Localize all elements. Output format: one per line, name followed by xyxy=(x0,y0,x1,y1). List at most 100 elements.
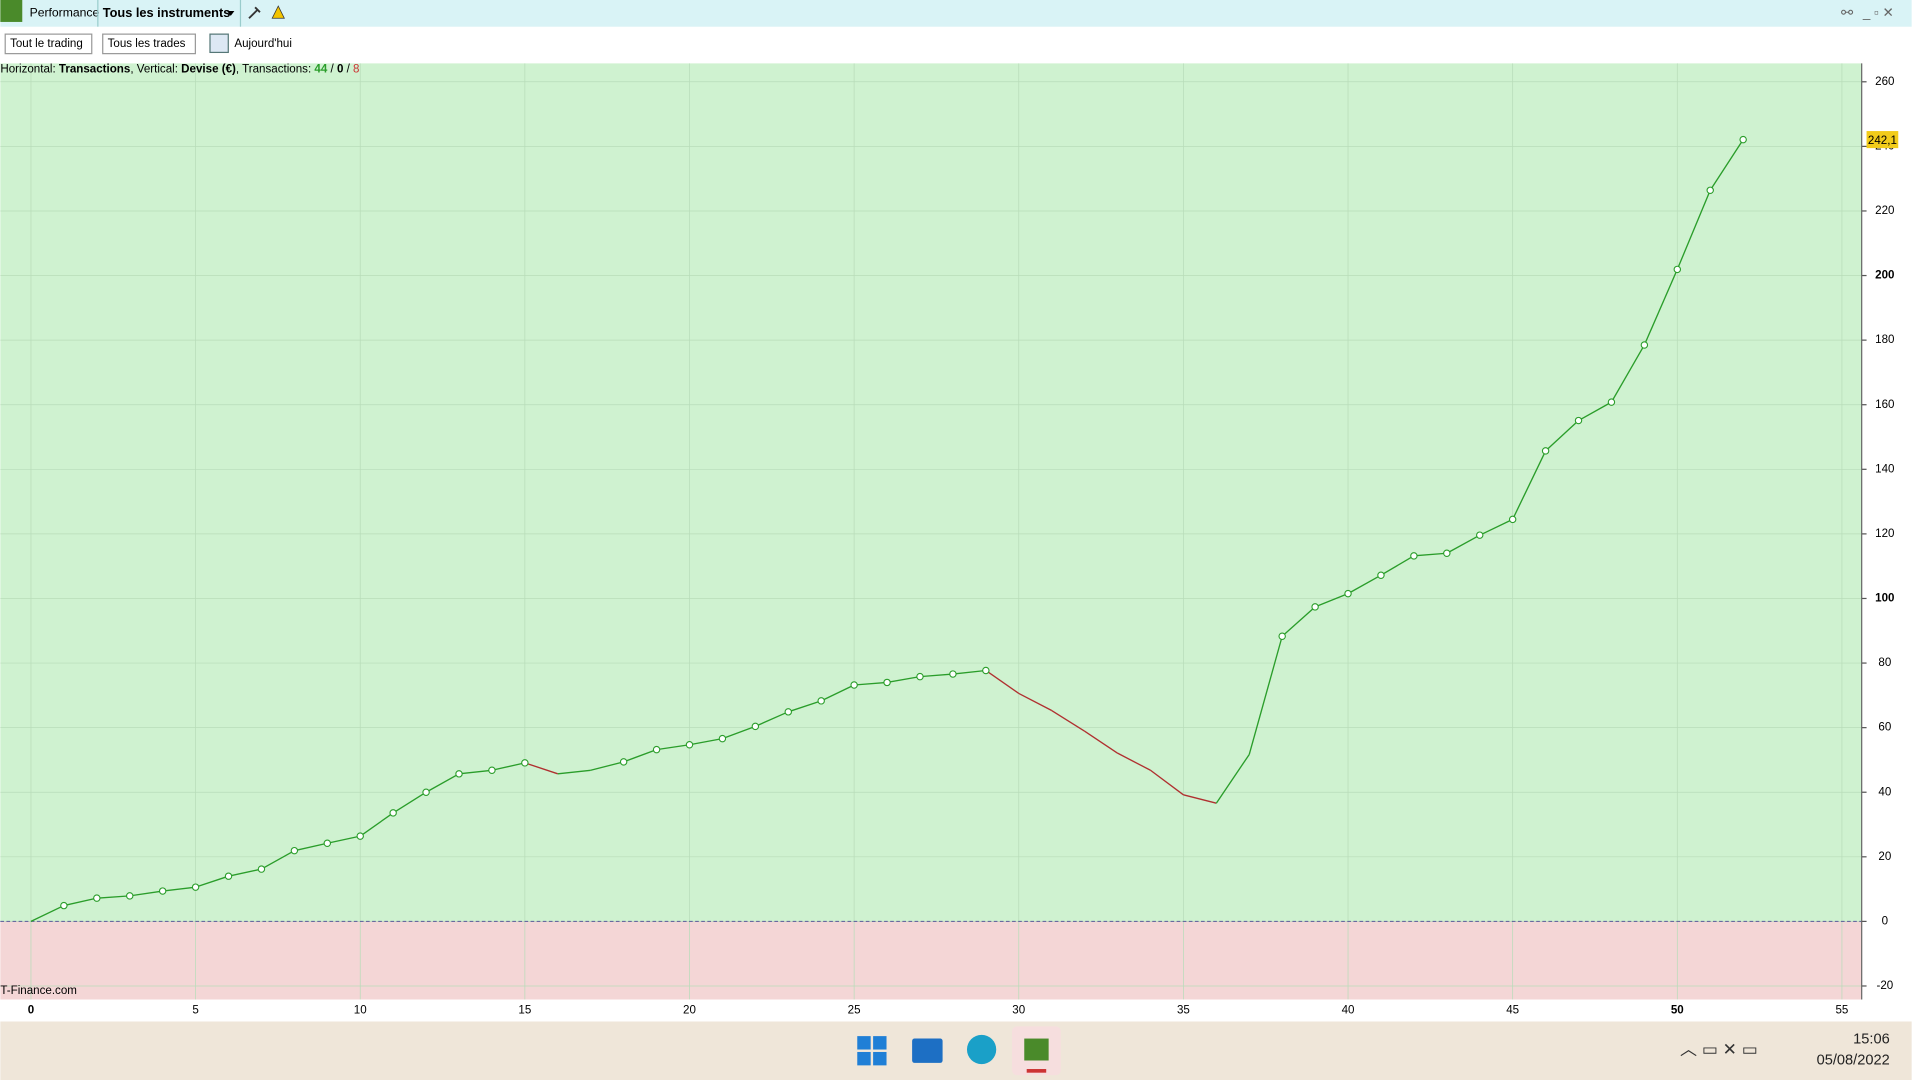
tab[interactable]: Tous les instruments xyxy=(103,5,231,20)
equity-point xyxy=(521,759,529,767)
equity-point xyxy=(1476,531,1484,539)
settings-icon[interactable] xyxy=(248,6,261,19)
equity-point xyxy=(422,788,430,796)
y-tick-label: -20 xyxy=(1876,980,1893,992)
value-label: 242,1 xyxy=(1868,135,1897,147)
y-tick-label: 20 xyxy=(1878,851,1891,863)
equity-segment xyxy=(656,744,690,751)
equity-point xyxy=(949,670,957,678)
equity-segment xyxy=(261,850,295,870)
x-tick-label: 5 xyxy=(192,1005,198,1017)
warning-icon[interactable] xyxy=(271,5,285,19)
equity-segment xyxy=(162,886,196,892)
info-part: 44 xyxy=(314,64,327,76)
y-axis-panel xyxy=(1861,63,1912,1020)
tray-icons[interactable]: ︿ ▭ ✕ ▭ xyxy=(1680,1040,1758,1059)
x-tick-label: 35 xyxy=(1177,1005,1190,1017)
chart: -200204060801001201401601802002202402600… xyxy=(0,63,1912,1022)
equity-segment xyxy=(1413,552,1447,557)
x-tick-label: 45 xyxy=(1506,1005,1519,1017)
share-icon[interactable]: ⚯ xyxy=(1841,5,1854,21)
equity-point xyxy=(1607,398,1616,406)
equity-segment xyxy=(228,868,262,877)
equity-segment xyxy=(1643,269,1678,346)
equity-segment xyxy=(1512,450,1547,520)
date-button[interactable]: Aujourd'hui xyxy=(234,38,292,50)
start-icon[interactable] xyxy=(857,1036,871,1050)
equity-segment xyxy=(820,684,855,702)
equity-point xyxy=(1311,603,1319,611)
tab[interactable]: Performance xyxy=(30,6,100,20)
equity-point xyxy=(488,766,496,774)
clock-date: 05/08/2022 xyxy=(1817,1052,1890,1068)
equity-point xyxy=(323,839,332,847)
equity-point xyxy=(1443,549,1451,557)
equity-point xyxy=(191,883,200,891)
info-part: Transactions xyxy=(59,64,130,76)
window-controls[interactable]: _ ▫ ✕ xyxy=(1862,5,1894,20)
equity-point xyxy=(1640,341,1649,349)
equity-segment xyxy=(63,897,97,907)
equity-segment xyxy=(722,725,756,740)
equity-point xyxy=(817,697,825,705)
equity-segment xyxy=(491,762,526,771)
app-icon xyxy=(1024,1038,1049,1061)
equity-segment xyxy=(886,675,921,684)
equity-point xyxy=(1574,416,1583,425)
dropdown[interactable] xyxy=(4,33,93,55)
equity-segment xyxy=(1150,769,1184,796)
y-tick-label: 260 xyxy=(1875,76,1894,88)
mail-icon[interactable] xyxy=(912,1038,943,1063)
value-badge xyxy=(1866,131,1899,149)
equity-point xyxy=(93,894,101,902)
equity-segment xyxy=(1610,344,1645,403)
calendar-icon[interactable] xyxy=(209,33,229,54)
edge-icon[interactable] xyxy=(966,1034,997,1065)
chart-info: Horizontal: Transactions, Vertical: Devi… xyxy=(0,64,359,76)
start-icon[interactable] xyxy=(873,1051,887,1066)
equity-point xyxy=(1410,552,1418,560)
equity-point xyxy=(652,745,661,754)
equity-segment xyxy=(1314,593,1349,608)
equity-segment xyxy=(755,711,789,727)
equity-point xyxy=(158,887,167,895)
equity-segment xyxy=(1446,534,1481,554)
equity-segment xyxy=(425,773,460,793)
dropdown[interactable] xyxy=(102,33,196,55)
equity-point xyxy=(290,846,299,855)
start-icon[interactable] xyxy=(873,1036,887,1050)
y-tick-label: 200 xyxy=(1875,270,1894,282)
equity-segment xyxy=(689,737,723,746)
plot-negative xyxy=(0,921,1862,1000)
equity-segment xyxy=(1183,794,1217,804)
y-tick-label: 140 xyxy=(1875,463,1894,475)
equity-segment xyxy=(854,681,888,686)
start-icon[interactable] xyxy=(857,1051,871,1066)
equity-segment xyxy=(1545,420,1579,452)
equity-segment xyxy=(1347,574,1382,595)
equity-point xyxy=(850,681,858,689)
equity-point xyxy=(356,832,364,840)
equity-segment xyxy=(557,769,591,775)
y-tick-label: 100 xyxy=(1875,593,1894,605)
info-part: Horizontal: xyxy=(0,64,59,76)
equity-point xyxy=(455,770,463,778)
equity-point xyxy=(1739,135,1747,144)
info-part: / xyxy=(327,64,337,76)
x-tick-label: 25 xyxy=(848,1005,861,1017)
info-part: 0 xyxy=(337,64,343,76)
title-bar xyxy=(0,0,1912,27)
x-tick-label: 0 xyxy=(28,1005,34,1017)
equity-segment xyxy=(919,673,953,678)
equity-segment xyxy=(952,669,986,675)
equity-point xyxy=(1541,447,1550,455)
info-part: 8 xyxy=(353,64,359,76)
equity-segment xyxy=(294,842,328,852)
equity-point xyxy=(1377,571,1385,579)
y-tick-label: 120 xyxy=(1875,528,1894,540)
watermark: T-Finance.com xyxy=(0,985,77,997)
y-tick-label: 40 xyxy=(1878,786,1891,798)
app-icon xyxy=(0,0,23,22)
equity-point xyxy=(619,758,628,766)
